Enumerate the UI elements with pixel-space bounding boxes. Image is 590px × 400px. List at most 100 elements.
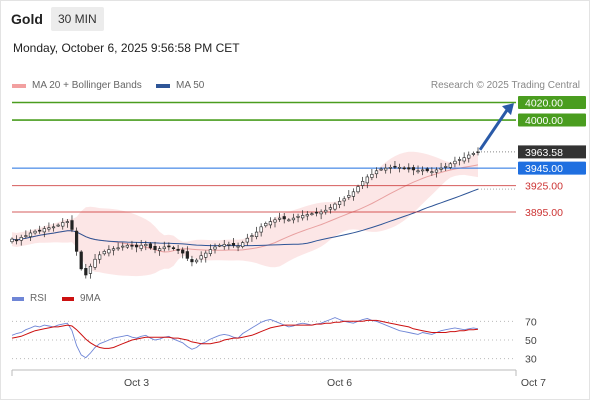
last-price-tag — [518, 145, 586, 159]
candle-down — [74, 230, 79, 252]
legend-ma50-label: MA 50 — [176, 80, 205, 91]
candle-up — [227, 244, 231, 246]
candle-up — [291, 217, 296, 221]
candle-up — [88, 265, 93, 274]
candle-up — [42, 228, 46, 233]
candle-up — [342, 198, 346, 202]
candle-up — [259, 226, 263, 233]
candle-up — [19, 237, 23, 241]
candle-up — [379, 168, 383, 171]
candle-up — [356, 186, 360, 193]
candle-up — [278, 217, 282, 220]
target-arrow-shaft — [478, 109, 509, 151]
rsi-swatch — [12, 296, 24, 301]
candle-up — [56, 224, 60, 227]
symbol-name: Gold — [11, 11, 43, 27]
candle-up — [139, 244, 143, 249]
candle-up — [374, 170, 379, 175]
candle-down — [148, 243, 153, 249]
candle-up — [144, 244, 148, 247]
candle-up — [273, 219, 277, 223]
candle-down — [407, 167, 411, 170]
level-label-3895.00: 3895.00 — [525, 207, 563, 219]
candle-up — [388, 166, 392, 169]
rsi-tick-50: 50 — [525, 335, 537, 347]
candle-down — [185, 251, 189, 259]
research-credit: Research © 2025 Trading Central — [430, 80, 580, 91]
candle-down — [70, 220, 74, 230]
candle-up — [204, 252, 208, 258]
level-tag-4020.00 — [518, 96, 586, 110]
legend-9ma: 9MA — [62, 293, 101, 304]
candle-up — [208, 249, 212, 254]
candle-down — [84, 268, 88, 276]
level-label-3925.00: 3925.00 — [525, 181, 563, 193]
candle-down — [411, 167, 416, 171]
last-price-label: 3963.58 — [525, 147, 563, 159]
candle-up — [116, 247, 120, 250]
candle-up — [241, 242, 245, 247]
candle-up — [254, 231, 259, 237]
candle-up — [347, 195, 351, 198]
candle-up — [107, 249, 111, 254]
candle-up — [24, 235, 28, 237]
candle-up — [213, 246, 217, 250]
candle-up — [462, 157, 466, 162]
candle-down — [167, 245, 171, 248]
target-arrow-head — [502, 103, 514, 116]
candle-up — [444, 166, 448, 168]
candle-down — [79, 251, 83, 270]
candle-up — [287, 219, 291, 222]
legend-rsi-label: RSI — [30, 293, 47, 304]
candle-up — [397, 166, 402, 169]
candle-down — [181, 249, 185, 254]
candle-up — [158, 248, 162, 251]
candle-up — [264, 223, 268, 227]
candle-up — [199, 255, 203, 260]
candle-up — [305, 214, 309, 217]
candle-up — [250, 235, 254, 237]
candle-up — [333, 203, 337, 210]
candle-down — [15, 239, 19, 242]
legend-9ma-label: 9MA — [80, 293, 101, 304]
candle-up — [434, 169, 439, 173]
candle-up — [430, 171, 434, 173]
level-label-4020.00: 4020.00 — [525, 98, 563, 110]
candle-down — [171, 247, 176, 250]
legend-ma50: MA 50 — [156, 80, 204, 91]
9ma-swatch — [62, 296, 74, 301]
candle-up — [33, 230, 37, 234]
rsi-tick-70: 70 — [525, 316, 537, 328]
candle-up — [361, 181, 365, 186]
candle-up — [121, 245, 125, 248]
top-bar: Gold 30 MIN — [0, 0, 590, 36]
candle-up — [324, 209, 328, 213]
candle-up — [301, 215, 305, 219]
candle-up — [65, 221, 69, 223]
candle-up — [453, 160, 457, 165]
candle-up — [370, 174, 374, 178]
rsi-tick-30: 30 — [525, 354, 537, 366]
level-label-4000.00: 4000.00 — [525, 115, 563, 127]
candle-up — [111, 248, 116, 251]
candle-up — [416, 170, 420, 173]
candle-down — [190, 259, 194, 263]
level-tag-3945.00 — [518, 161, 586, 175]
candle-down — [231, 242, 236, 246]
candle-up — [310, 213, 314, 216]
interval-button[interactable]: 30 MIN — [51, 7, 104, 31]
candle-up — [457, 159, 462, 161]
legend-bollinger: MA 20 + Bollinger Bands — [12, 80, 142, 91]
chart-datetime: Monday, October 6, 2025 9:56:58 PM CET — [13, 41, 240, 55]
legend-rsi: RSI — [12, 293, 47, 304]
candle-down — [134, 244, 139, 248]
candle-up — [51, 226, 56, 229]
candle-down — [402, 167, 406, 170]
candle-up — [162, 246, 166, 250]
candle-up — [222, 244, 226, 247]
candle-up — [337, 201, 342, 205]
candle-up — [421, 169, 425, 172]
candle-down — [282, 216, 286, 220]
candle-up — [125, 244, 129, 248]
